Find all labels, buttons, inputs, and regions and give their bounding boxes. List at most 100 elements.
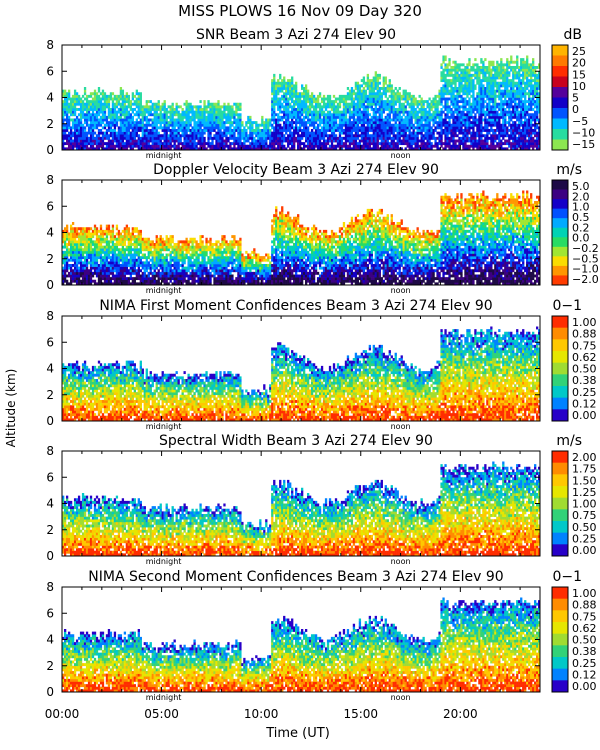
heatmap-cell [209,145,211,148]
heatmap-cell [295,87,297,90]
heatmap-cell [217,116,219,119]
heatmap-cell [187,113,189,116]
heatmap-cell [170,145,172,148]
heatmap-cell [361,129,363,132]
heatmap-cell [275,134,277,137]
heatmap-cell [213,145,215,148]
heatmap-cell [84,113,86,116]
heatmap-cell [371,140,373,143]
heatmap-cell [213,103,215,106]
heatmap-cell [229,119,231,122]
heatmap-cell [158,116,160,119]
heatmap-cell [203,113,205,116]
heatmap-cell [84,119,86,122]
heatmap-cell [215,116,217,119]
heatmap-cell [180,105,182,108]
heatmap-cell [207,129,209,132]
heatmap-cell [217,140,219,143]
heatmap-cell [265,140,267,143]
heatmap-cell [227,132,229,135]
heatmap-cell [74,92,76,95]
heatmap-cell [219,137,221,140]
heatmap-cell [98,137,100,140]
heatmap-cell [315,98,317,101]
heatmap-cell [239,134,241,137]
heatmap-cell [285,87,287,90]
heatmap-cell [363,90,365,93]
heatmap-cell [94,121,96,124]
heatmap-cell [357,84,359,87]
heatmap-cell [86,111,88,114]
heatmap-cell [132,119,134,122]
heatmap-cell [275,137,277,140]
heatmap-cell [193,145,195,148]
heatmap-cell [217,121,219,124]
heatmap-cell [319,132,321,135]
heatmap-cell [319,124,321,127]
heatmap-cell [96,95,98,98]
heatmap-cell [285,113,287,116]
heatmap-cell [122,140,124,143]
heatmap-cell [331,140,333,143]
heatmap-cell [172,116,174,119]
heatmap-cell [166,113,168,116]
heatmap-cell [233,126,235,129]
heatmap-cell [187,129,189,132]
heatmap-cell [331,126,333,129]
heatmap-cell [64,108,66,111]
heatmap-cell [267,137,269,140]
heatmap-cell [357,87,359,90]
heatmap-cell [341,98,343,101]
heatmap-cell [110,119,112,122]
heatmap-cell [197,140,199,143]
heatmap-cell [199,108,201,111]
heatmap-cell [365,82,367,85]
heatmap-cell [94,100,96,103]
heatmap-cell [98,132,100,135]
heatmap-cell [245,134,247,137]
heatmap-cell [96,105,98,108]
heatmap-cell [287,82,289,85]
heatmap-cell [98,105,100,108]
heatmap-cell [86,103,88,106]
heatmap-cell [239,103,241,106]
heatmap-cell [120,92,122,95]
heatmap-cell [108,145,110,148]
heatmap-cell [136,113,138,116]
heatmap-cell [365,105,367,108]
heatmap-cell [66,116,68,119]
heatmap-cell [353,105,355,108]
heatmap-cell [112,132,114,135]
heatmap-cell [78,132,80,135]
heatmap-cell [203,100,205,103]
heatmap-cell [363,82,365,85]
heatmap-cell [305,87,307,90]
heatmap-cell [265,121,267,124]
heatmap-cell [183,124,185,127]
heatmap-cell [309,145,311,148]
heatmap-cell [231,134,233,137]
heatmap-cell [66,103,68,106]
heatmap-cell [118,140,120,143]
heatmap-cell [68,103,70,106]
heatmap-cell [116,113,118,116]
heatmap-cell [363,121,365,124]
heatmap-cell [371,137,373,140]
heatmap-cell [339,126,341,129]
heatmap-cell [148,108,150,111]
heatmap-cell [339,111,341,114]
heatmap-cell [305,129,307,132]
heatmap-cell [84,92,86,95]
heatmap-cell [349,142,351,145]
heatmap-cell [70,145,72,148]
heatmap-cell [329,140,331,143]
heatmap-cell [263,145,265,148]
heatmap-cell [313,119,315,122]
heatmap-cell [239,113,241,116]
heatmap-cell [207,105,209,108]
heatmap-cell [335,111,337,114]
heatmap-cell [317,113,319,116]
heatmap-cell [303,142,305,145]
heatmap-cell [142,140,144,143]
heatmap-cell [100,111,102,114]
